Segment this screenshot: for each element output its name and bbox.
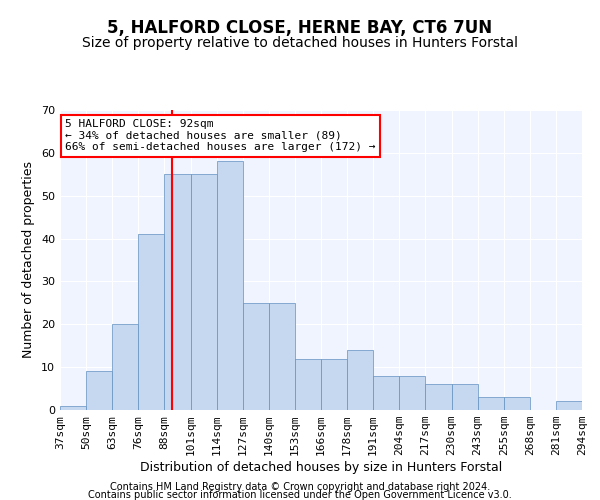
Bar xyxy=(139,234,164,410)
Text: Contains HM Land Registry data © Crown copyright and database right 2024.: Contains HM Land Registry data © Crown c… xyxy=(110,482,490,492)
Bar xyxy=(60,406,86,410)
Bar xyxy=(452,384,478,410)
Text: 5, HALFORD CLOSE, HERNE BAY, CT6 7UN: 5, HALFORD CLOSE, HERNE BAY, CT6 7UN xyxy=(107,18,493,36)
Bar xyxy=(242,303,269,410)
Bar xyxy=(295,358,321,410)
Bar xyxy=(400,376,425,410)
Text: Size of property relative to detached houses in Hunters Forstal: Size of property relative to detached ho… xyxy=(82,36,518,51)
Bar xyxy=(164,174,191,410)
Bar xyxy=(321,358,347,410)
Bar xyxy=(425,384,452,410)
Bar xyxy=(373,376,400,410)
Bar xyxy=(86,372,112,410)
Bar xyxy=(504,397,530,410)
Bar xyxy=(556,402,582,410)
Bar xyxy=(217,162,243,410)
Bar xyxy=(112,324,139,410)
Bar xyxy=(191,174,217,410)
Text: Contains public sector information licensed under the Open Government Licence v3: Contains public sector information licen… xyxy=(88,490,512,500)
Bar xyxy=(478,397,504,410)
X-axis label: Distribution of detached houses by size in Hunters Forstal: Distribution of detached houses by size … xyxy=(140,461,502,474)
Text: 5 HALFORD CLOSE: 92sqm
← 34% of detached houses are smaller (89)
66% of semi-det: 5 HALFORD CLOSE: 92sqm ← 34% of detached… xyxy=(65,119,376,152)
Y-axis label: Number of detached properties: Number of detached properties xyxy=(22,162,35,358)
Bar xyxy=(347,350,373,410)
Bar xyxy=(269,303,295,410)
